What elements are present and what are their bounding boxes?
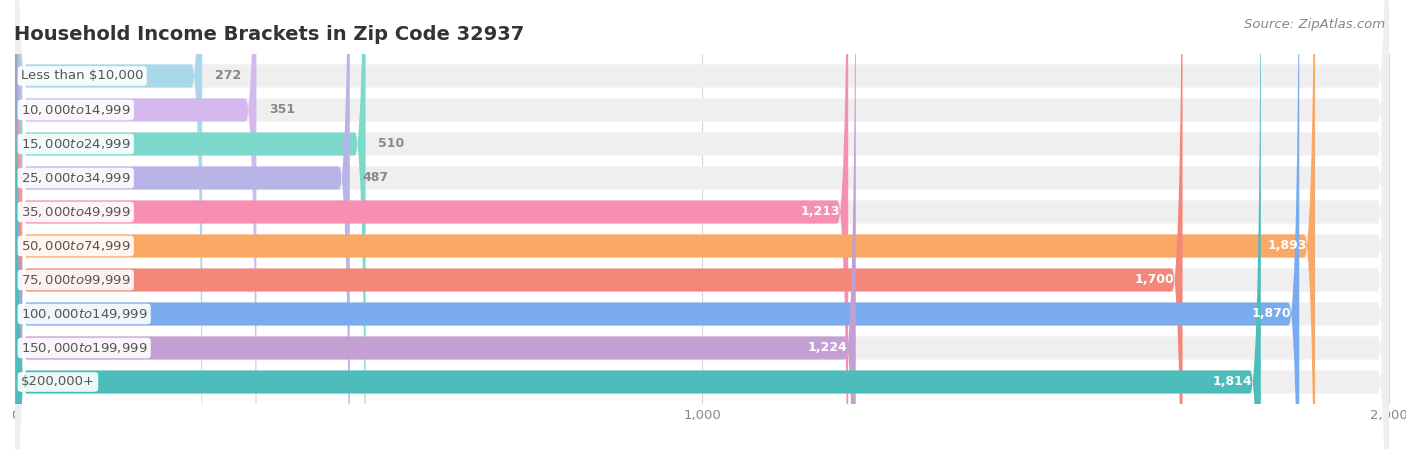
Text: 1,700: 1,700 (1135, 273, 1174, 286)
Text: 1,893: 1,893 (1267, 239, 1306, 252)
Text: Household Income Brackets in Zip Code 32937: Household Income Brackets in Zip Code 32… (14, 25, 524, 44)
Text: $75,000 to $99,999: $75,000 to $99,999 (21, 273, 131, 287)
Text: Less than $10,000: Less than $10,000 (21, 70, 143, 83)
FancyBboxPatch shape (15, 0, 848, 449)
Text: $25,000 to $34,999: $25,000 to $34,999 (21, 171, 131, 185)
Text: 1,814: 1,814 (1213, 375, 1253, 388)
Text: $35,000 to $49,999: $35,000 to $49,999 (21, 205, 131, 219)
Text: $50,000 to $74,999: $50,000 to $74,999 (21, 239, 131, 253)
FancyBboxPatch shape (15, 0, 1389, 449)
Text: $100,000 to $149,999: $100,000 to $149,999 (21, 307, 148, 321)
Text: 1,224: 1,224 (808, 342, 848, 355)
Text: Source: ZipAtlas.com: Source: ZipAtlas.com (1244, 18, 1385, 31)
FancyBboxPatch shape (15, 0, 856, 449)
Text: 1,213: 1,213 (800, 206, 839, 219)
Text: 351: 351 (269, 103, 295, 116)
FancyBboxPatch shape (15, 0, 366, 449)
Text: $15,000 to $24,999: $15,000 to $24,999 (21, 137, 131, 151)
Text: $10,000 to $14,999: $10,000 to $14,999 (21, 103, 131, 117)
Text: $150,000 to $199,999: $150,000 to $199,999 (21, 341, 148, 355)
FancyBboxPatch shape (15, 0, 1389, 449)
FancyBboxPatch shape (15, 0, 1389, 449)
FancyBboxPatch shape (15, 0, 1182, 449)
FancyBboxPatch shape (15, 0, 1315, 449)
Text: $200,000+: $200,000+ (21, 375, 96, 388)
FancyBboxPatch shape (15, 0, 1389, 449)
Text: 1,870: 1,870 (1251, 308, 1291, 321)
FancyBboxPatch shape (15, 0, 1389, 449)
FancyBboxPatch shape (15, 0, 256, 449)
FancyBboxPatch shape (15, 0, 350, 449)
FancyBboxPatch shape (15, 0, 1389, 449)
FancyBboxPatch shape (15, 0, 1389, 449)
Text: 487: 487 (363, 172, 388, 185)
FancyBboxPatch shape (15, 0, 1389, 449)
Text: 510: 510 (378, 137, 404, 150)
FancyBboxPatch shape (15, 0, 1389, 449)
FancyBboxPatch shape (15, 0, 1389, 449)
FancyBboxPatch shape (15, 0, 202, 449)
Text: 272: 272 (215, 70, 240, 83)
FancyBboxPatch shape (15, 0, 1261, 449)
FancyBboxPatch shape (15, 0, 1299, 449)
